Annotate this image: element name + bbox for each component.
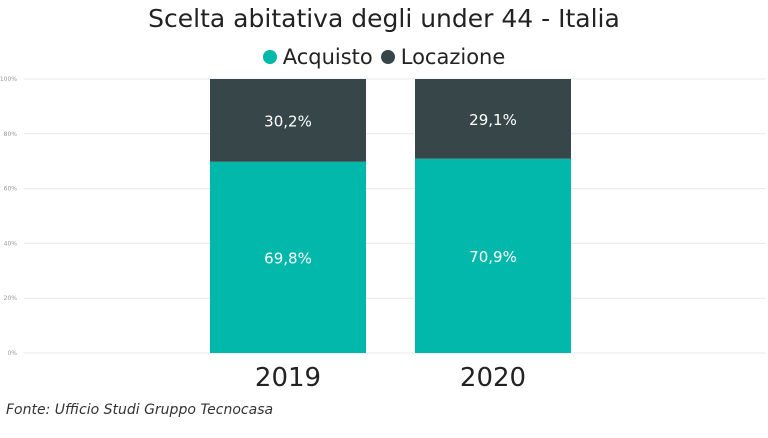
data-label-acquisto-2019: 69,8% — [264, 249, 312, 267]
y-tick-label-2: 40% — [4, 240, 18, 247]
data-label-acquisto-2020: 70,9% — [469, 248, 517, 266]
legend-item-acquisto[interactable]: Acquisto — [262, 45, 373, 69]
y-tick-label-4: 80% — [4, 131, 18, 138]
data-label-locazione-2019: 30,2% — [264, 112, 312, 130]
y-tick-label-3: 60% — [4, 186, 18, 193]
data-label-locazione-2020: 29,1% — [469, 111, 517, 129]
bar-acquisto-2020 — [415, 158, 571, 353]
chart-title: Scelta abitativa degli under 44 - Italia — [148, 4, 620, 33]
bar-locazione-2020 — [415, 79, 571, 159]
bar-acquisto-2019 — [210, 161, 366, 353]
legend-dot-locazione — [380, 50, 395, 64]
legend: Acquisto Locazione — [0, 45, 768, 69]
x-tick-label-2020: 2020 — [460, 363, 526, 393]
legend-item-locazione[interactable]: Locazione — [380, 45, 506, 69]
bar-locazione-2019 — [210, 79, 366, 162]
y-tick-label-0: 0% — [7, 350, 17, 357]
source-note: Fonte: Ufficio Studi Gruppo Tecnocasa — [6, 402, 274, 418]
legend-dot-acquisto — [262, 50, 277, 64]
x-tick-label-2019: 2019 — [255, 363, 321, 393]
y-tick-label-1: 20% — [4, 295, 18, 302]
y-tick-label-5: 100% — [0, 76, 17, 83]
legend-label-acquisto: Acquisto — [282, 45, 373, 69]
legend-label-locazione: Locazione — [400, 45, 506, 69]
